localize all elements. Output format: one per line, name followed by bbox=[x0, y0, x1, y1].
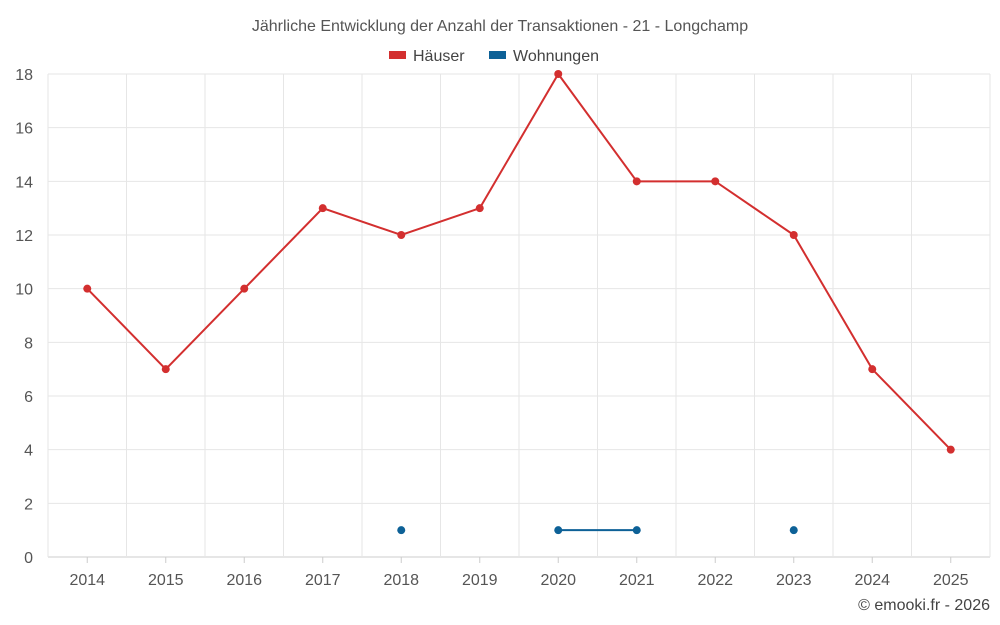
data-point[interactable] bbox=[632, 177, 641, 186]
data-point[interactable] bbox=[554, 526, 563, 535]
x-tick-label: 2017 bbox=[305, 572, 341, 589]
data-point[interactable] bbox=[318, 204, 327, 213]
legend-swatch bbox=[489, 51, 506, 59]
data-point[interactable] bbox=[475, 204, 484, 213]
series-layer bbox=[83, 70, 955, 535]
x-tick-label: 2022 bbox=[697, 572, 733, 589]
data-point[interactable] bbox=[868, 365, 877, 374]
y-axis-ticks: 0 2 4 6 8 10 12 14 16 18 bbox=[15, 67, 33, 567]
x-tick-label: 2023 bbox=[776, 572, 812, 589]
series-1 bbox=[397, 526, 798, 535]
y-tick-label: 12 bbox=[15, 228, 33, 245]
grid bbox=[47, 73, 991, 558]
y-tick-label: 8 bbox=[24, 335, 33, 352]
data-point[interactable] bbox=[711, 177, 720, 186]
x-tick-label: 2016 bbox=[226, 572, 262, 589]
x-tick-label: 2020 bbox=[540, 572, 576, 589]
x-tick-label: 2014 bbox=[69, 572, 105, 589]
data-point[interactable] bbox=[632, 526, 641, 535]
data-point[interactable] bbox=[161, 365, 170, 374]
data-point[interactable] bbox=[240, 284, 249, 293]
data-point[interactable] bbox=[789, 526, 798, 535]
y-tick-label: 4 bbox=[24, 443, 33, 460]
legend-label: Wohnungen bbox=[513, 48, 599, 65]
series-0 bbox=[83, 70, 955, 454]
x-axis-ticks: 2014 2015 2016 2017 2018 2019 2020 2021 2022 2023… bbox=[69, 557, 969, 589]
y-tick-label: 0 bbox=[24, 550, 33, 567]
y-tick-label: 2 bbox=[24, 496, 33, 513]
y-tick-label: 14 bbox=[15, 174, 33, 191]
legend-item-1[interactable]: Wohnungen bbox=[489, 48, 599, 65]
y-tick-label: 18 bbox=[15, 67, 33, 84]
y-tick-label: 16 bbox=[15, 121, 33, 138]
chart-title: Jährliche Entwicklung der Anzahl der Tra… bbox=[252, 18, 748, 35]
y-tick-label: 6 bbox=[24, 389, 33, 406]
legend[interactable]: Häuser Wohnungen bbox=[389, 48, 599, 65]
data-point[interactable] bbox=[789, 231, 798, 239]
data-point[interactable] bbox=[397, 526, 406, 535]
legend-label: Häuser bbox=[413, 48, 465, 65]
credit-label: © emooki.fr - 2026 bbox=[858, 597, 990, 614]
x-tick-label: 2015 bbox=[148, 572, 184, 589]
legend-item-0[interactable]: Häuser bbox=[389, 48, 465, 65]
series-line bbox=[86, 72, 952, 451]
data-point[interactable] bbox=[397, 231, 406, 239]
data-point[interactable] bbox=[83, 284, 92, 293]
data-point[interactable] bbox=[554, 70, 563, 78]
legend-swatch bbox=[389, 51, 406, 59]
x-tick-label: 2021 bbox=[619, 572, 655, 589]
y-tick-label: 10 bbox=[15, 282, 33, 299]
data-point[interactable] bbox=[946, 445, 955, 454]
x-tick-label: 2024 bbox=[854, 572, 890, 589]
x-tick-label: 2019 bbox=[462, 572, 498, 589]
x-tick-label: 2018 bbox=[383, 572, 419, 589]
x-tick-label: 2025 bbox=[933, 572, 969, 589]
